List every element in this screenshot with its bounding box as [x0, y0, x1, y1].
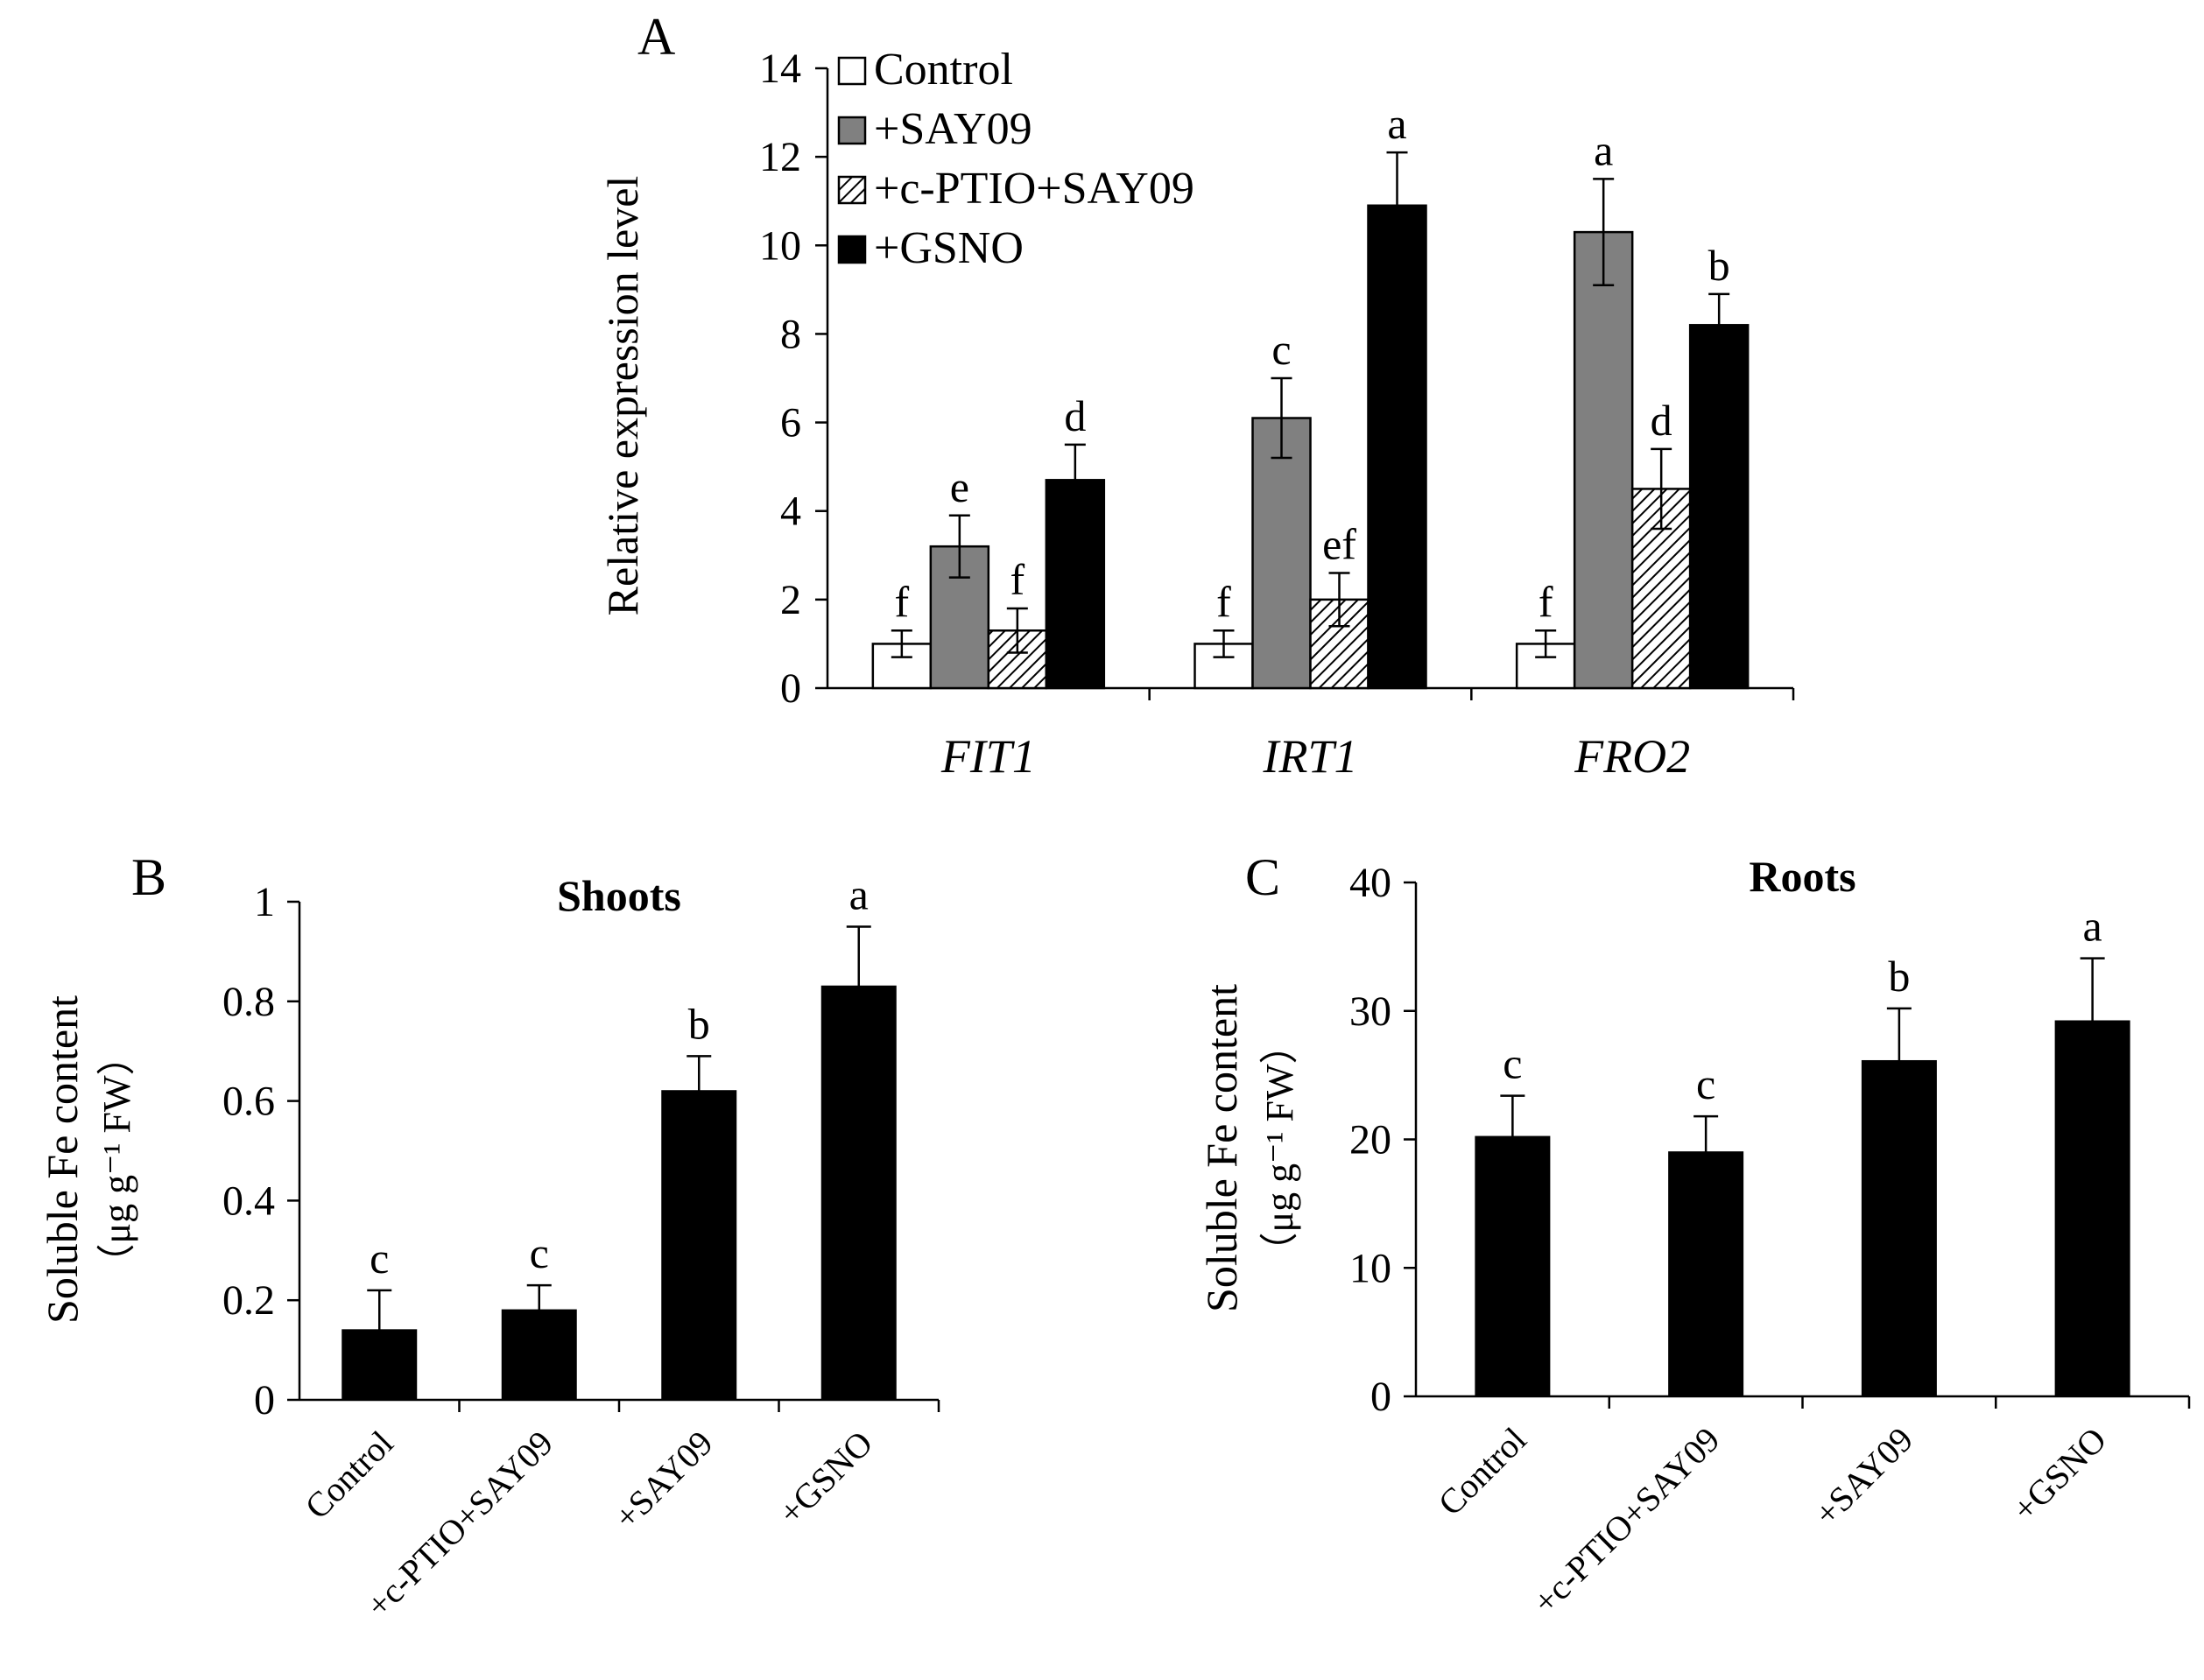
- significance-letter-B: c: [530, 1228, 549, 1277]
- category-label-a: FRO2: [1574, 730, 1690, 783]
- y-tick-label-a: 8: [780, 311, 801, 357]
- category-label-B: +GSNO: [771, 1423, 880, 1533]
- bar-C: [2054, 1020, 2130, 1397]
- chart-title-B: Shoots: [557, 871, 681, 920]
- y-tick-label-a: 12: [759, 134, 801, 180]
- bar-C: [1668, 1151, 1744, 1398]
- y-tick-label-B: 0.4: [222, 1177, 275, 1224]
- panel-label-b: B: [131, 848, 166, 906]
- y-tick-label-a: 0: [780, 665, 801, 712]
- bar-a: [1688, 324, 1750, 690]
- category-label-B: Control: [297, 1423, 400, 1527]
- legend-swatch-a: [837, 116, 867, 145]
- bar-C: [1475, 1135, 1551, 1397]
- bar-a: [1251, 417, 1312, 690]
- bar-B: [661, 1090, 737, 1401]
- y-axis-unit-C: （μg g⁻¹ FW）: [1258, 1025, 1301, 1270]
- y-axis-title-B: Soluble Fe content: [38, 995, 87, 1324]
- y-axis-title-a: Relative expression level: [598, 176, 647, 616]
- category-label-C: +SAY09: [1806, 1420, 1920, 1534]
- significance-letter-a: f: [1539, 577, 1553, 626]
- significance-letter-a: ef: [1322, 520, 1356, 569]
- y-tick-label-C: 20: [1349, 1117, 1391, 1163]
- y-tick-label-a: 4: [780, 489, 801, 535]
- significance-letter-B: c: [370, 1234, 389, 1283]
- y-axis-title-C: Soluble Fe content: [1197, 984, 1246, 1312]
- y-tick-label-B: 0.8: [222, 979, 275, 1025]
- y-tick-label-C: 30: [1349, 988, 1391, 1035]
- chart-b: 00.20.40.60.81 ShootscControlc+c-PTIO+SAY…: [38, 869, 940, 1625]
- panel-label-a: A: [637, 8, 675, 66]
- legend-label-a: +GSNO: [874, 223, 1024, 273]
- bar-B: [501, 1309, 577, 1401]
- category-label-C: +GSNO: [2004, 1420, 2114, 1529]
- significance-letter-a: d: [1064, 391, 1086, 440]
- category-label-C: Control: [1430, 1420, 1533, 1523]
- significance-letter-a: f: [1010, 555, 1025, 604]
- panel-label-c: C: [1245, 848, 1280, 906]
- significance-letter-a: f: [895, 577, 910, 626]
- chart-title-C: Roots: [1749, 852, 1855, 901]
- y-axis-unit-B: （μg g⁻¹ FW）: [95, 1037, 138, 1282]
- significance-letter-a: d: [1651, 396, 1672, 445]
- legend-label-a: +SAY09: [874, 104, 1032, 154]
- y-tick-label-B: 0.2: [222, 1277, 275, 1324]
- bar-a: [1367, 204, 1427, 690]
- significance-letter-C: a: [2083, 902, 2102, 951]
- significance-letter-B: b: [688, 999, 710, 1048]
- category-label-a: IRT1: [1263, 730, 1358, 783]
- y-tick-label-B: 1: [254, 879, 275, 925]
- legend-label-a: +c-PTIO+SAY09: [874, 164, 1194, 214]
- significance-letter-a: f: [1216, 577, 1231, 626]
- bar-a: [1573, 230, 1634, 690]
- significance-letter-a: a: [1387, 99, 1406, 148]
- y-tick-label-B: 0.6: [222, 1079, 275, 1125]
- significance-letter-a: b: [1708, 241, 1730, 290]
- y-tick-label-a: 14: [759, 46, 801, 92]
- bar-B: [342, 1329, 418, 1401]
- legend-label-a: Control: [874, 45, 1013, 95]
- category-label-B: +SAY09: [607, 1423, 721, 1537]
- legend-swatch-a: [837, 56, 867, 86]
- bar-B: [820, 985, 897, 1401]
- chart-a: 0 2 4 6 8 10 12 14 Relative expression level FIT1…: [598, 45, 1795, 783]
- significance-letter-a: a: [1594, 125, 1613, 174]
- significance-letter-B: a: [849, 869, 869, 918]
- y-tick-label-C: 0: [1370, 1374, 1391, 1420]
- bar-C: [1861, 1059, 1937, 1398]
- legend-swatch-a: [837, 175, 867, 205]
- y-tick-label-a: 10: [759, 222, 801, 269]
- y-tick-label-C: 10: [1349, 1245, 1391, 1291]
- significance-letter-a: e: [950, 462, 969, 511]
- category-label-C: +c-PTIO+SAY09: [1525, 1420, 1728, 1622]
- category-label-a: FIT1: [940, 730, 1036, 783]
- significance-letter-C: c: [1503, 1039, 1522, 1088]
- y-tick-label-C: 40: [1349, 860, 1391, 906]
- y-tick-label-a: 2: [780, 577, 801, 623]
- significance-letter-C: b: [1888, 952, 1910, 1001]
- significance-letter-C: c: [1696, 1059, 1715, 1108]
- chart-c: 0 10 20 30 40 Roots c Control c +c-PTIO+SAY09 b +SA…: [1197, 852, 2191, 1622]
- y-tick-label-a: 6: [780, 400, 801, 446]
- legend-swatch-a: [837, 235, 867, 264]
- significance-letter-a: c: [1271, 325, 1291, 374]
- y-tick-label-B: 0: [254, 1377, 275, 1423]
